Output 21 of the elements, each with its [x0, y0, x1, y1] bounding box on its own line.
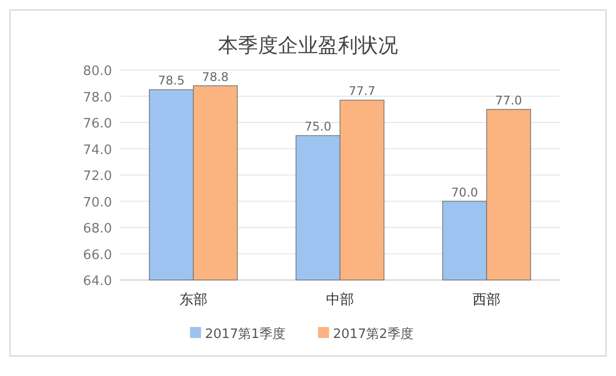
legend-label: 2017第2季度 [333, 326, 414, 342]
x-tick-label: 中部 [326, 292, 354, 308]
data-label: 77.7 [348, 84, 376, 98]
data-label: 70.0 [451, 185, 478, 200]
data-label: 78.5 [158, 74, 185, 88]
y-tick-label: 70.0 [83, 195, 112, 210]
y-tick-label: 78.0 [83, 90, 112, 106]
y-tick-label: 66.0 [83, 248, 112, 263]
y-tick-label: 72.0 [83, 169, 112, 184]
data-label: 75.0 [304, 120, 332, 134]
data-label: 77.0 [495, 93, 522, 108]
chart-title: 本季度企业盈利状况 [218, 33, 398, 57]
y-tick-label: 80.0 [83, 64, 112, 79]
y-tick-label: 74.0 [83, 142, 112, 158]
x-tick-label: 东部 [179, 292, 208, 308]
y-tick-label: 76.0 [83, 116, 112, 132]
y-tick-label: 64.0 [83, 274, 112, 289]
data-label: 78.8 [202, 70, 229, 84]
x-tick-label: 西部 [472, 292, 501, 308]
y-tick-label: 68.0 [83, 222, 112, 236]
legend-label: 2017第1季度 [205, 326, 286, 342]
